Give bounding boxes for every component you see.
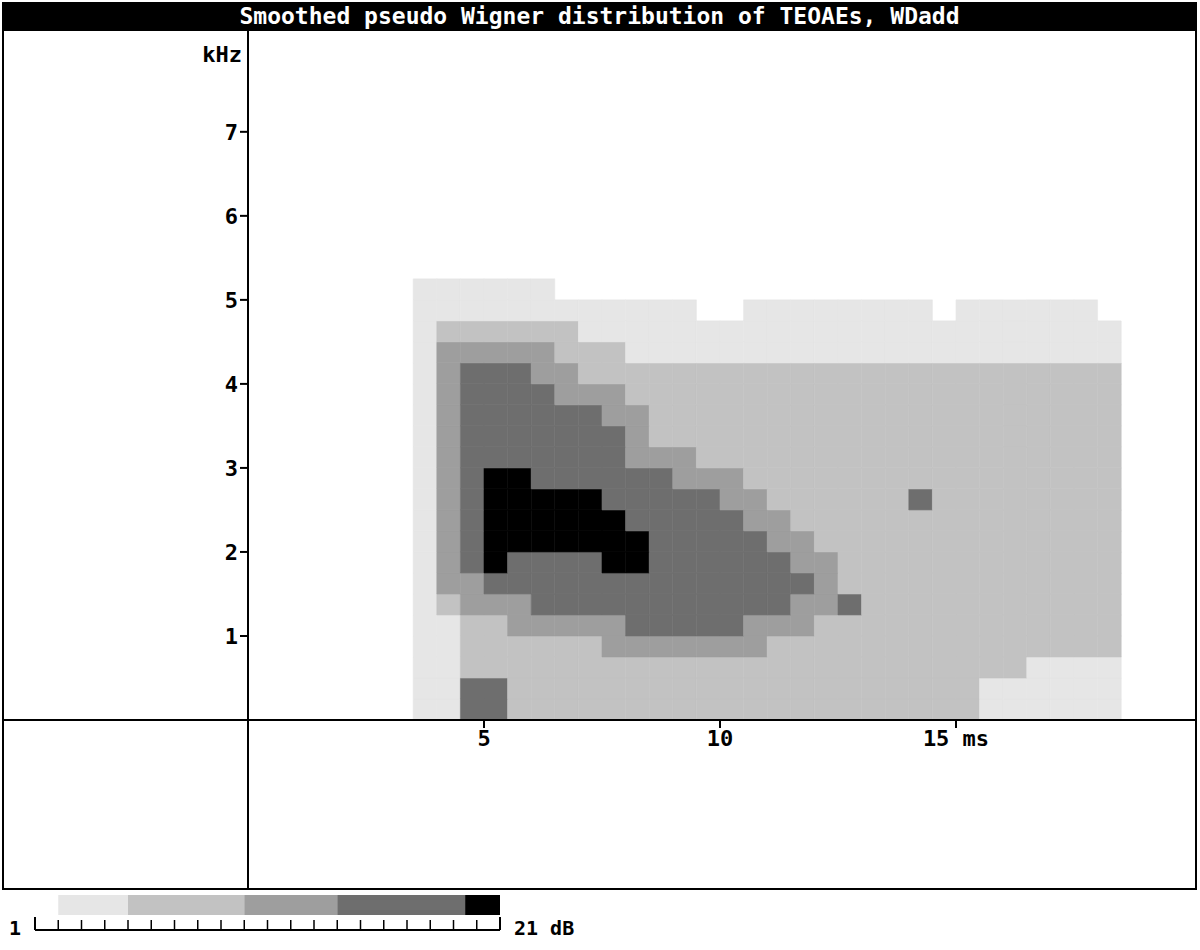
html-text:kHz: kHz — [202, 42, 242, 67]
svg-text:1: 1 — [9, 916, 21, 940]
svg-text:4: 4 — [225, 372, 238, 397]
svg-text:3: 3 — [225, 456, 238, 481]
svg-text:5: 5 — [477, 726, 490, 751]
svg-text:21 dB: 21 dB — [514, 916, 574, 940]
svg-text:10: 10 — [707, 726, 734, 751]
svg-text:15 ms: 15 ms — [923, 726, 989, 751]
svg-text:1: 1 — [225, 624, 238, 649]
svg-text:2: 2 — [225, 540, 238, 565]
svg-text:6: 6 — [225, 204, 238, 229]
svg-text:5: 5 — [225, 288, 238, 313]
svg-text:7: 7 — [225, 120, 238, 145]
html-text:Smoothed pseudo Wigner distrib: Smoothed pseudo Wigner distribution of T… — [239, 3, 960, 29]
